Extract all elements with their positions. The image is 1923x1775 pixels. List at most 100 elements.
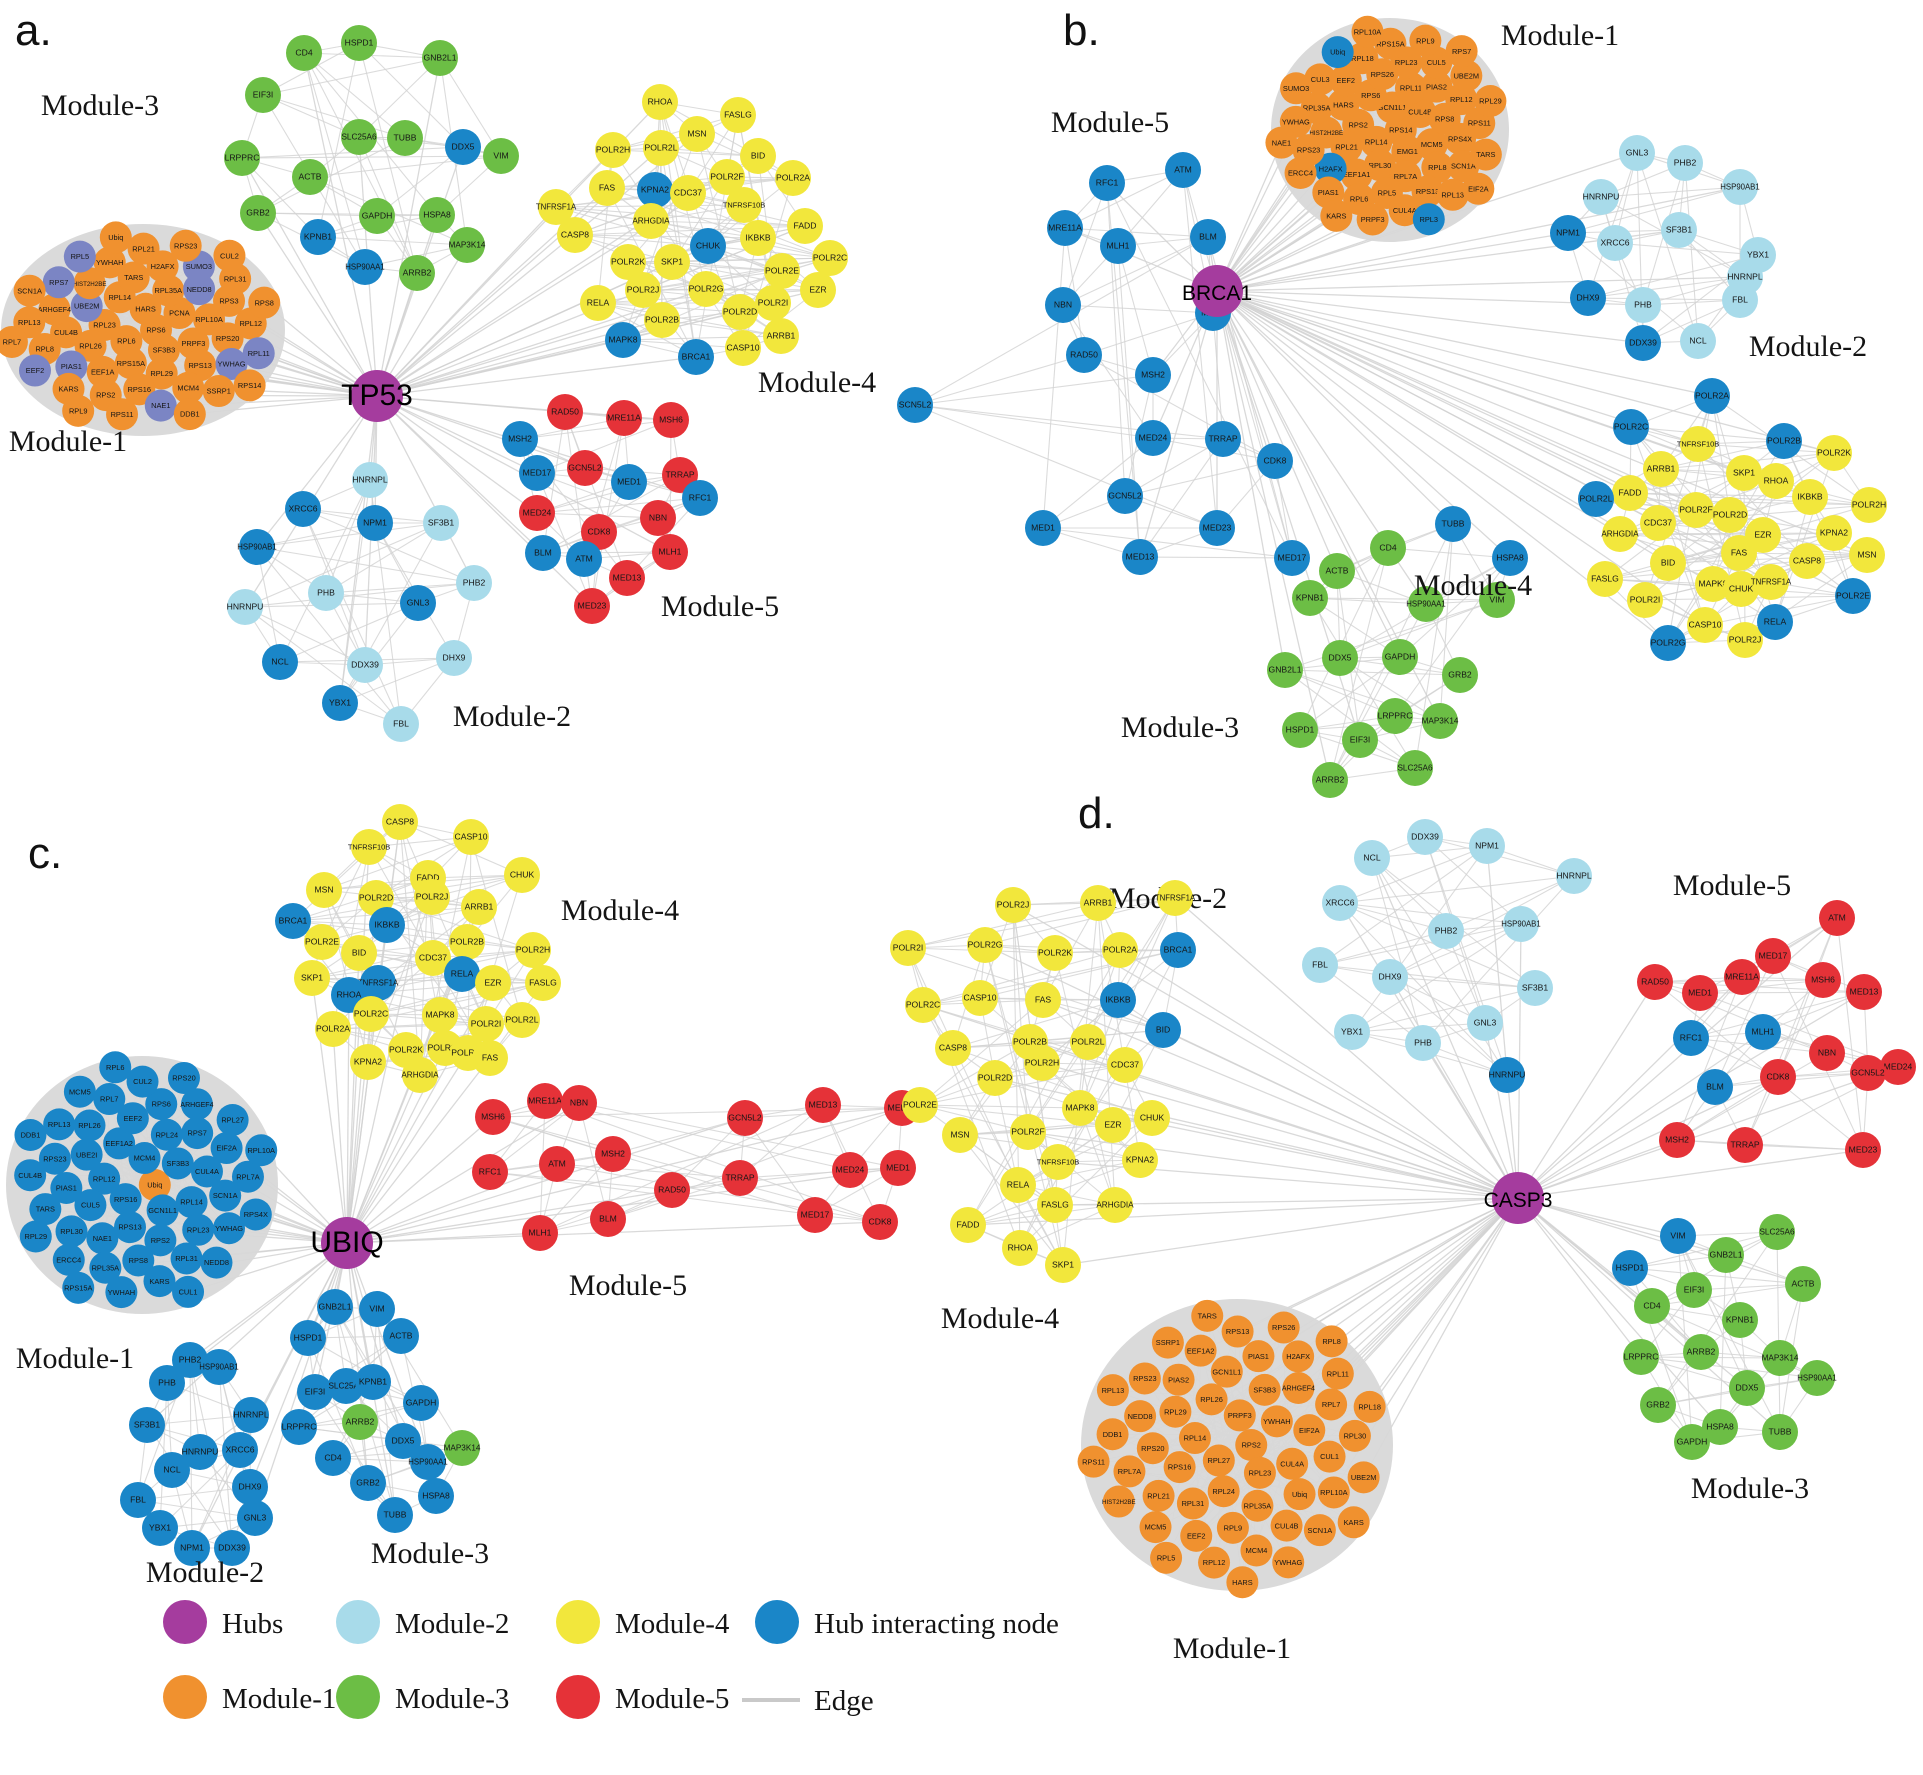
node-POLR2E: POLR2E <box>764 253 800 289</box>
node-RPS7: RPS7 <box>181 1117 214 1150</box>
node-VIM: VIM <box>1660 1218 1696 1254</box>
node-POLR2L: POLR2L <box>504 1002 540 1038</box>
node-MED13: MED13 <box>1122 539 1158 575</box>
node-CDK8: CDK8 <box>862 1204 898 1240</box>
node-MED24: MED24 <box>519 495 555 531</box>
node-HNRNPL: HNRNPL <box>233 1397 269 1433</box>
node-NPM1: NPM1 <box>357 505 393 541</box>
node-GCN5L2: GCN5L2 <box>727 1100 763 1136</box>
node-POLR2K: POLR2K <box>1816 435 1852 471</box>
node-RELA: RELA <box>444 956 480 992</box>
node-ARRB2: ARRB2 <box>399 255 435 291</box>
svg-text:BRCA1: BRCA1 <box>1182 282 1252 305</box>
node-MED23: MED23 <box>574 588 610 624</box>
node-RPL26: RPL26 <box>1195 1383 1228 1416</box>
node-ARRB2: ARRB2 <box>1683 1334 1719 1370</box>
node-TUBB: TUBB <box>387 120 423 156</box>
node-MAP3K14: MAP3K14 <box>444 1430 481 1466</box>
node-GNB2L1: GNB2L1 <box>1267 652 1303 688</box>
node-GCN1L1: GCN1L1 <box>1210 1355 1243 1388</box>
node-TRRAP: TRRAP <box>1727 1127 1763 1163</box>
node-SKP1: SKP1 <box>294 960 330 996</box>
node-Ubiq: Ubiq <box>99 221 132 254</box>
node-YBX1: YBX1 <box>322 685 358 721</box>
node-EIF3I: EIF3I <box>245 77 281 113</box>
node-MED24: MED24 <box>832 1152 868 1188</box>
node-RPS8: RPS8 <box>248 286 281 319</box>
node-IKBKB: IKBKB <box>740 220 776 256</box>
node-RPS7: RPS7 <box>42 266 75 299</box>
node-GRB2: GRB2 <box>350 1465 386 1501</box>
node-GRB2: GRB2 <box>1640 1387 1676 1423</box>
node-CUL2: CUL2 <box>213 239 246 272</box>
node-GCN1L1: GCN1L1 <box>146 1194 179 1227</box>
node-NBN: NBN <box>1809 1035 1845 1071</box>
node-KARS: KARS <box>1320 199 1353 232</box>
module-label-BRCA1-Module-5: Module-5 <box>1051 106 1169 139</box>
node-MED13: MED13 <box>609 560 645 596</box>
node-RPL7A: RPL7A <box>1113 1455 1146 1488</box>
node-ATM: ATM <box>566 541 602 577</box>
node-DDX5: DDX5 <box>1322 640 1358 676</box>
node-MSH6: MSH6 <box>653 402 689 438</box>
node-RPL23: RPL23 <box>182 1213 215 1246</box>
node-ATM: ATM <box>1165 152 1201 188</box>
node-HSPD1: HSPD1 <box>1282 712 1318 748</box>
node-SSRP1: SSRP1 <box>1151 1326 1184 1359</box>
node-MED24: MED24 <box>1880 1049 1916 1085</box>
node-CASP10: CASP10 <box>453 819 489 855</box>
node-RFC1: RFC1 <box>1673 1020 1709 1056</box>
node-RHOA: RHOA <box>642 84 678 120</box>
node-GRB2: GRB2 <box>240 195 276 231</box>
node-CDK8: CDK8 <box>1760 1059 1796 1095</box>
node-POLR2B: POLR2B <box>644 302 680 338</box>
node-MED23: MED23 <box>1845 1132 1881 1168</box>
node-RELA: RELA <box>1757 604 1793 640</box>
node-RHOA: RHOA <box>1002 1230 1038 1266</box>
node-NBN: NBN <box>1045 287 1081 323</box>
svg-text:CASP3: CASP3 <box>1484 1189 1553 1212</box>
node-TUBB: TUBB <box>1762 1414 1798 1450</box>
module-label-BRCA1-Module-1: Module-1 <box>1501 19 1619 52</box>
node-RPL12: RPL12 <box>1198 1546 1231 1579</box>
node-RPL9: RPL9 <box>1409 24 1442 57</box>
node-POLR2K: POLR2K <box>1037 935 1073 971</box>
node-RFC1: RFC1 <box>682 480 718 516</box>
node-RHOA: RHOA <box>1758 463 1794 499</box>
node-TARS: TARS <box>29 1193 62 1226</box>
node-RPL10A: RPL10A <box>1317 1476 1350 1509</box>
node-YBX1: YBX1 <box>142 1510 178 1546</box>
node-ACTB: ACTB <box>292 159 328 195</box>
node-RPS11: RPS11 <box>1077 1445 1110 1478</box>
node-NPM1: NPM1 <box>1469 828 1505 864</box>
node-NBN: NBN <box>561 1085 597 1121</box>
node-BRCA1: BRCA1 <box>275 903 311 939</box>
node-RPL27: RPL27 <box>216 1103 249 1136</box>
node-SF3B1: SF3B1 <box>1661 212 1697 248</box>
node-KPNA2: KPNA2 <box>1816 515 1852 551</box>
node-POLR2F: POLR2F <box>1678 492 1714 528</box>
node-SKP1: SKP1 <box>654 244 690 280</box>
node-KARS: KARS <box>1337 1506 1370 1539</box>
node-RELA: RELA <box>580 285 616 321</box>
node-MED24: MED24 <box>1135 420 1171 456</box>
node-RPL21: RPL21 <box>127 232 160 265</box>
node-HSPD1: HSPD1 <box>1612 1250 1648 1286</box>
node-PHB: PHB <box>1405 1025 1441 1061</box>
node-PHB2: PHB2 <box>1428 913 1464 949</box>
node-MED13: MED13 <box>805 1087 841 1123</box>
node-ACTB: ACTB <box>383 1318 419 1354</box>
node-GCN5L2: GCN5L2 <box>567 450 603 486</box>
node-DHX9: DHX9 <box>1570 280 1606 316</box>
node-SF3B1: SF3B1 <box>1517 970 1553 1006</box>
legend-module4-label: Module-4 <box>615 1608 730 1640</box>
node-POLR2D: POLR2D <box>722 294 758 330</box>
node-FAS: FAS <box>472 1040 508 1076</box>
node-RFC1: RFC1 <box>472 1154 508 1190</box>
node-EEF2: EEF2 <box>1180 1519 1213 1552</box>
node-RPL14: RPL14 <box>175 1186 208 1219</box>
node-GRB2: GRB2 <box>1442 657 1478 693</box>
node-RPL6: RPL6 <box>99 1051 132 1084</box>
node-YWHAG: YWHAG <box>1272 1546 1305 1579</box>
